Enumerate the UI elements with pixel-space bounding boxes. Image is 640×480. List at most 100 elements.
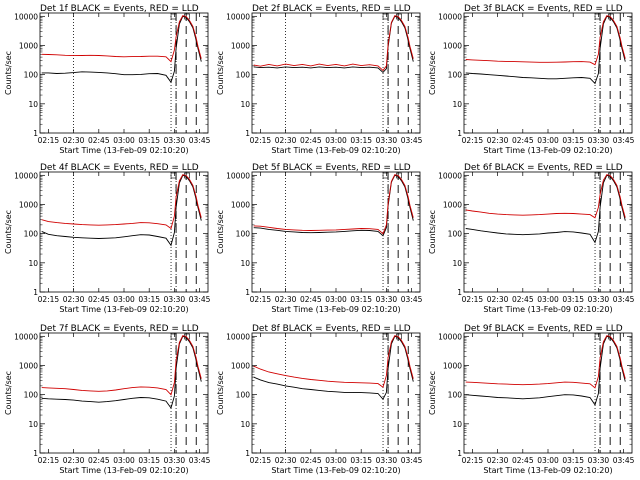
x-axis-label: Start Time (13-Feb-09 02:10:20) <box>59 146 188 155</box>
x-tick-label: 02:45 <box>88 295 110 304</box>
y-axis-label: Counts/sec <box>428 371 437 415</box>
y-tick-label: 1000 <box>19 41 38 50</box>
y-tick-label: 10 <box>240 259 250 268</box>
y-tick-label: 1000 <box>19 361 38 370</box>
chart-panel: Det 2f BLACK = Events, RED = LLD Counts/s… <box>216 4 423 155</box>
y-tick-label: 100 <box>448 230 463 239</box>
x-tick-label: 03:45 <box>613 456 635 465</box>
x-tick-label: 03:15 <box>562 295 584 304</box>
y-tick-label: 10000 <box>14 12 38 21</box>
y-tick-label: 10000 <box>14 332 38 341</box>
x-tick-label: 03:45 <box>613 136 635 145</box>
x-tick-label: 02:45 <box>300 456 322 465</box>
chart-title: Det 8f BLACK = Events, RED = LLD <box>252 324 411 334</box>
x-tick-label: 03:45 <box>401 456 423 465</box>
x-tick-label: 03:15 <box>350 456 372 465</box>
y-tick-label: 1 <box>33 449 38 458</box>
y-axis-label: Counts/sec <box>4 51 13 95</box>
y-tick-label: 100 <box>448 391 463 400</box>
x-tick-label: 02:15 <box>462 136 484 145</box>
x-tick-label: 02:45 <box>512 456 534 465</box>
y-tick-label: 1 <box>457 288 462 297</box>
plot-frame <box>251 12 421 134</box>
lld-series-line <box>465 335 626 389</box>
x-tick-label: 02:30 <box>63 295 85 304</box>
y-tick-label: 10 <box>28 420 38 429</box>
x-tick-label: 03:00 <box>325 136 347 145</box>
y-tick-label: 1000 <box>443 200 462 209</box>
chart-title: Det 6f BLACK = Events, RED = LLD <box>464 163 623 173</box>
x-tick-label: 02:15 <box>250 136 272 145</box>
plot-frame <box>39 332 209 454</box>
lld-series-line <box>41 335 202 396</box>
y-tick-label: 1000 <box>231 41 250 50</box>
lld-series-line <box>465 15 626 66</box>
y-tick-label: 10 <box>452 100 462 109</box>
events-series-line <box>41 15 202 84</box>
marker-box <box>382 172 389 179</box>
x-tick-label: 03:15 <box>350 295 372 304</box>
x-axis-label: Start Time (13-Feb-09 02:10:20) <box>483 305 612 314</box>
y-tick-label: 10000 <box>226 171 250 180</box>
x-axis-label: Start Time (13-Feb-09 02:10:20) <box>271 466 400 475</box>
plot-frame <box>39 171 209 293</box>
plot-frame <box>463 12 633 134</box>
x-tick-label: 02:30 <box>487 295 509 304</box>
x-tick-label: 03:00 <box>325 295 347 304</box>
lld-series-line <box>253 335 414 388</box>
y-tick-label: 100 <box>24 71 39 80</box>
x-tick-label: 03:00 <box>113 456 135 465</box>
x-tick-label: 03:15 <box>138 295 160 304</box>
x-tick-label: 03:30 <box>588 136 610 145</box>
chart-panel: Det 9f BLACK = Events, RED = LLD Counts/s… <box>428 324 635 475</box>
y-tick-label: 10000 <box>438 332 462 341</box>
y-tick-label: 100 <box>236 71 251 80</box>
y-tick-label: 10 <box>28 259 38 268</box>
y-axis-label: Counts/sec <box>4 371 13 415</box>
y-tick-label: 1000 <box>443 361 462 370</box>
events-series-line <box>465 335 626 406</box>
x-tick-label: 03:45 <box>401 295 423 304</box>
y-tick-label: 1000 <box>19 200 38 209</box>
lld-series-line <box>465 174 626 219</box>
y-tick-label: 1000 <box>231 361 250 370</box>
marker-box <box>594 13 601 20</box>
lld-series-line <box>253 15 414 72</box>
x-tick-label: 02:30 <box>63 456 85 465</box>
y-tick-label: 1000 <box>231 200 250 209</box>
x-tick-label: 03:00 <box>537 136 559 145</box>
lld-series-line <box>253 174 414 235</box>
x-axis-label: Start Time (13-Feb-09 02:10:20) <box>271 146 400 155</box>
y-axis-label: Counts/sec <box>216 371 225 415</box>
y-axis-label: Counts/sec <box>428 210 437 254</box>
y-tick-label: 10 <box>240 100 250 109</box>
x-tick-label: 02:45 <box>512 295 534 304</box>
y-axis-label: Counts/sec <box>216 210 225 254</box>
x-tick-label: 02:15 <box>250 456 272 465</box>
x-tick-label: 03:30 <box>164 295 186 304</box>
y-tick-label: 10 <box>452 259 462 268</box>
x-tick-label: 03:00 <box>113 295 135 304</box>
x-tick-label: 02:45 <box>88 136 110 145</box>
y-tick-label: 10000 <box>226 12 250 21</box>
x-tick-label: 02:30 <box>487 456 509 465</box>
x-tick-label: 02:30 <box>275 456 297 465</box>
x-tick-label: 02:15 <box>462 295 484 304</box>
x-axis-label: Start Time (13-Feb-09 02:10:20) <box>483 146 612 155</box>
chart-title: Det 3f BLACK = Events, RED = LLD <box>464 4 623 14</box>
x-tick-label: 03:00 <box>537 456 559 465</box>
x-tick-label: 02:15 <box>38 136 60 145</box>
y-tick-label: 1 <box>457 449 462 458</box>
y-tick-label: 100 <box>236 230 251 239</box>
y-axis-label: Counts/sec <box>4 210 13 254</box>
x-tick-label: 03:00 <box>113 136 135 145</box>
y-tick-label: 10 <box>452 420 462 429</box>
x-tick-label: 02:15 <box>38 456 60 465</box>
y-tick-label: 100 <box>236 391 251 400</box>
chart-title: Det 4f BLACK = Events, RED = LLD <box>40 163 199 173</box>
x-tick-label: 03:30 <box>588 456 610 465</box>
x-tick-label: 02:15 <box>38 295 60 304</box>
y-tick-label: 10000 <box>14 171 38 180</box>
x-tick-label: 02:15 <box>250 295 272 304</box>
